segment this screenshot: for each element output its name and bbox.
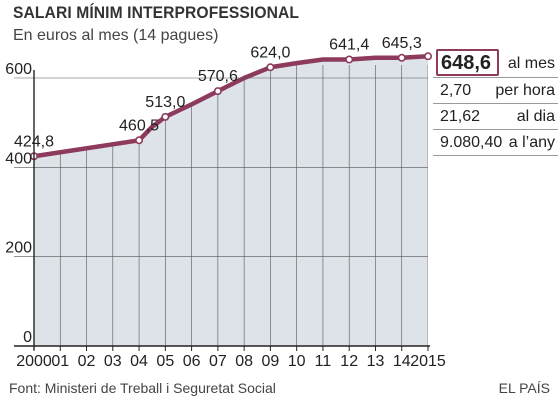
- x-tick-label: 09: [262, 353, 280, 370]
- x-tick-label: 12: [340, 353, 358, 370]
- x-tick-label: 06: [183, 353, 201, 370]
- brand-logo: EL PAÍS: [498, 380, 550, 396]
- data-point: [397, 53, 406, 62]
- y-tick-label: 600: [5, 61, 32, 78]
- grid-lines: [59, 65, 428, 346]
- stat-unit: a l’any: [508, 134, 555, 151]
- data-point: [135, 136, 144, 145]
- x-tick-label: 01: [51, 353, 69, 370]
- data-label: 624,0: [250, 44, 290, 61]
- current-value-highlight: [436, 49, 499, 76]
- stat-row-yearly: 9.080,40 a l’any: [433, 130, 558, 156]
- x-tick-label: 11: [315, 353, 332, 370]
- data-label: 570,6: [198, 68, 238, 85]
- x-tick-label: 05: [156, 353, 174, 370]
- stat-row-daily: 21,62 al dia: [433, 104, 558, 130]
- x-tick-label: 04: [130, 353, 148, 370]
- data-point: [266, 63, 275, 72]
- stat-value: 21,62: [440, 108, 481, 125]
- stats-panel: 648,6 al mes 2,70 per hora 21,62 al dia …: [433, 49, 558, 156]
- stat-row-monthly: 648,6 al mes: [433, 49, 558, 78]
- data-label: 641,4: [329, 37, 369, 54]
- x-tick-label: 02: [78, 353, 96, 370]
- stat-value: 2,70: [440, 82, 472, 99]
- data-markers: [29, 52, 432, 161]
- data-point: [345, 55, 354, 64]
- series-line: [31, 54, 431, 159]
- data-point: [423, 52, 432, 61]
- data-label: 460,5: [119, 117, 159, 134]
- source-note: Font: Ministeri de Treball i Seguretat S…: [9, 380, 276, 396]
- series-line-path: [31, 54, 431, 159]
- x-tick-label: 03: [104, 353, 122, 370]
- data-label: 424,8: [14, 133, 54, 150]
- stat-row-hourly: 2,70 per hora: [433, 78, 558, 104]
- plot-area: [34, 56, 428, 347]
- area-fill: [34, 56, 428, 347]
- x-tick-label: 13: [367, 353, 385, 370]
- x-tick-label: 2015: [410, 353, 446, 370]
- x-tick-label: 14: [393, 353, 411, 370]
- data-point: [213, 87, 222, 96]
- labels: 0 200 400 600 2000 01 02 03 04 05 06 07 08 09 10 11 12 13…: [5, 35, 446, 370]
- x-tick-label: 08: [235, 353, 253, 370]
- data-label: 645,3: [382, 35, 422, 52]
- stat-unit: al dia: [516, 108, 555, 125]
- data-point: [161, 112, 170, 121]
- stat-unit: al mes: [507, 55, 555, 72]
- x-tick-label: 10: [288, 353, 306, 370]
- y-tick-label: 200: [5, 240, 32, 257]
- chart-subtitle: En euros al mes (14 pagues): [13, 27, 219, 44]
- y-tick-label: 400: [5, 150, 32, 167]
- x-tick-label: 2000: [16, 353, 52, 370]
- stat-value: 9.080,40: [440, 134, 503, 151]
- chart-title: SALARI MÍNIM INTERPROFESSIONAL: [13, 3, 300, 22]
- axes: [14, 70, 430, 351]
- data-label: 513,0: [145, 94, 185, 111]
- stat-value: 648,6: [441, 52, 492, 74]
- x-tick-label: 07: [209, 353, 227, 370]
- y-tick-label: 0: [23, 329, 32, 346]
- stat-unit: per hora: [495, 82, 555, 99]
